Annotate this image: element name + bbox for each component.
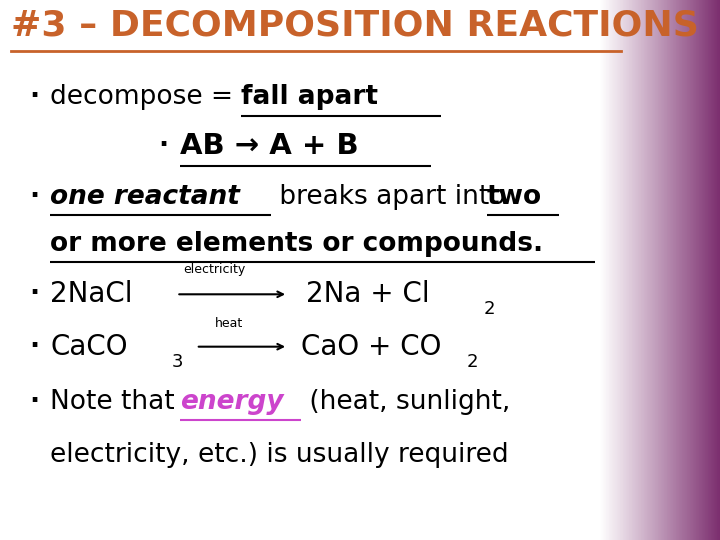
Text: fall apart: fall apart (241, 84, 378, 110)
Text: ·: · (158, 133, 168, 159)
Text: 2: 2 (484, 300, 495, 319)
Text: 2Na + Cl: 2Na + Cl (306, 280, 430, 308)
Text: energy: energy (180, 389, 284, 415)
Text: AB → A + B: AB → A + B (180, 132, 359, 160)
Text: or more elements or compounds.: or more elements or compounds. (50, 231, 544, 257)
Text: 3: 3 (171, 353, 183, 371)
Text: (heat, sunlight,: (heat, sunlight, (301, 389, 510, 415)
Text: heat: heat (215, 317, 243, 330)
Text: breaks apart into: breaks apart into (271, 184, 514, 210)
Text: electricity, etc.) is usually required: electricity, etc.) is usually required (50, 442, 509, 468)
Text: CaO + CO: CaO + CO (301, 333, 441, 361)
Text: ·: · (29, 389, 39, 415)
Text: 2: 2 (467, 353, 478, 371)
Text: #3 – DECOMPOSITION REACTIONS: #3 – DECOMPOSITION REACTIONS (11, 9, 698, 43)
Text: Note that: Note that (50, 389, 184, 415)
Text: ·: · (29, 184, 39, 210)
Text: decompose =: decompose = (50, 84, 242, 110)
Text: electricity: electricity (184, 263, 246, 276)
Text: CaCO: CaCO (50, 333, 128, 361)
Text: ·: · (29, 334, 39, 360)
Text: ·: · (29, 84, 39, 110)
Text: one reactant: one reactant (50, 184, 240, 210)
Text: ·: · (29, 281, 39, 307)
Text: 2NaCl: 2NaCl (50, 280, 133, 308)
Text: two: two (487, 184, 542, 210)
